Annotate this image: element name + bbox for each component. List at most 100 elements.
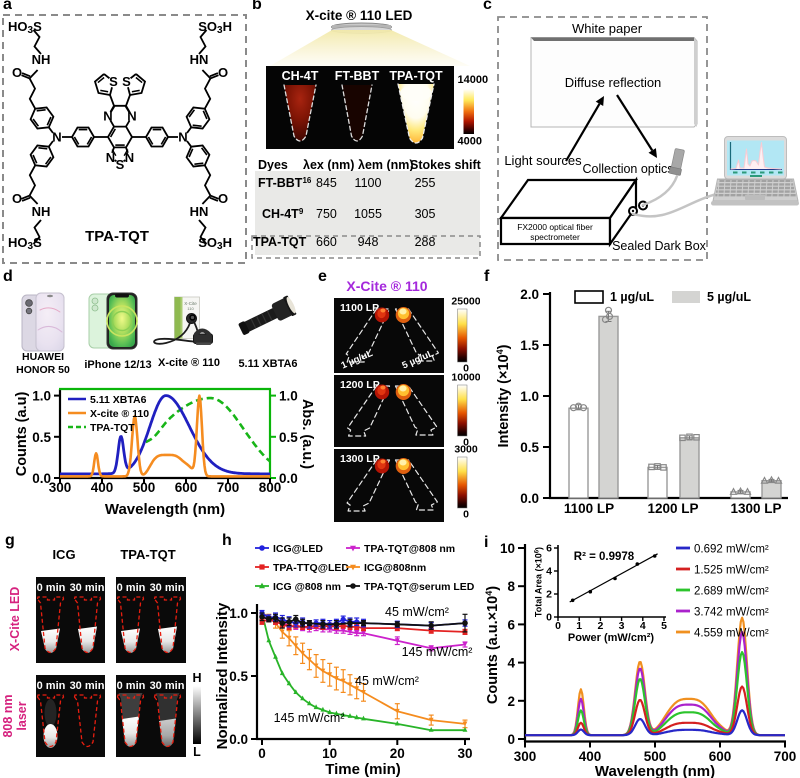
svg-text:400: 400 — [91, 480, 114, 495]
svg-text:HN: HN — [190, 204, 209, 219]
svg-text:TPA-TQT@808 nm: TPA-TQT@808 nm — [364, 543, 455, 555]
svg-text:White paper: White paper — [572, 21, 643, 36]
svg-text:N: N — [52, 130, 61, 145]
svg-text:0: 0 — [463, 437, 469, 449]
svg-text:CH-4T9: CH-4T9 — [262, 207, 304, 221]
svg-text:0.5: 0.5 — [279, 430, 298, 445]
svg-text:4: 4 — [640, 620, 646, 632]
svg-text:30 min: 30 min — [150, 582, 185, 594]
svg-text:3.742 mW/cm²: 3.742 mW/cm² — [694, 607, 769, 619]
svg-text:1.0: 1.0 — [279, 389, 298, 404]
svg-text:10: 10 — [322, 746, 337, 761]
svg-text:Wavelength (nm): Wavelength (nm) — [595, 763, 715, 778]
svg-text:1.0: 1.0 — [229, 606, 248, 621]
svg-text:5: 5 — [661, 620, 667, 632]
svg-text:HONOR 50: HONOR 50 — [16, 364, 70, 376]
svg-text:0 min: 0 min — [37, 582, 66, 594]
svg-text:O: O — [12, 65, 22, 80]
svg-text:S: S — [109, 74, 118, 89]
svg-text:0.5: 0.5 — [520, 440, 539, 455]
svg-text:600: 600 — [175, 480, 198, 495]
svg-text:1300 LP: 1300 LP — [340, 453, 380, 465]
svg-text:Normalized Intensity: Normalized Intensity — [214, 602, 231, 749]
svg-text:8: 8 — [507, 579, 515, 594]
svg-text:N: N — [178, 130, 187, 145]
svg-text:2: 2 — [546, 589, 552, 601]
svg-text:948: 948 — [358, 235, 379, 249]
svg-text:Light sources: Light sources — [504, 153, 582, 168]
svg-text:2.689 mW/cm²: 2.689 mW/cm² — [694, 586, 769, 598]
svg-text:Counts (a.u): Counts (a.u) — [14, 392, 30, 477]
svg-text:TPA-TQT: TPA-TQT — [120, 547, 175, 562]
svg-text:Total Area (×106): Total Area (×106) — [534, 547, 544, 617]
svg-text:1300 LP: 1300 LP — [730, 501, 781, 516]
svg-text:Collection optics: Collection optics — [582, 162, 673, 176]
svg-text:Intensity (×104): Intensity (×104) — [495, 344, 512, 447]
svg-text:SO3H: SO3H — [198, 235, 232, 252]
svg-text:ICG@808nm: ICG@808nm — [364, 562, 426, 574]
svg-text:laser: laser — [15, 701, 29, 730]
svg-text:R² = 0.9978: R² = 0.9978 — [574, 551, 635, 563]
svg-text:TPA-TQT: TPA-TQT — [253, 235, 307, 249]
svg-text:TPA-TQT: TPA-TQT — [389, 69, 443, 83]
svg-text:SO3H: SO3H — [198, 19, 232, 36]
svg-text:FT-BBT16: FT-BBT16 — [258, 176, 312, 190]
svg-text:45 mW/cm²: 45 mW/cm² — [385, 605, 449, 619]
svg-text:NH: NH — [32, 204, 51, 219]
svg-text:1.525 mW/cm²: 1.525 mW/cm² — [694, 565, 769, 577]
svg-text:Dyes: Dyes — [258, 158, 288, 172]
svg-text:TPA-TQT: TPA-TQT — [90, 422, 135, 434]
svg-text:145 mW/cm²: 145 mW/cm² — [402, 645, 473, 659]
svg-text:20: 20 — [390, 746, 405, 761]
svg-text:Counts (a.u.×104): Counts (a.u.×104) — [484, 586, 501, 704]
svg-text:255: 255 — [415, 176, 436, 190]
svg-text:600: 600 — [709, 749, 732, 764]
svg-text:0 min: 0 min — [117, 582, 146, 594]
svg-text:CH-4T: CH-4T — [282, 69, 319, 83]
svg-text:NH: NH — [32, 52, 51, 67]
svg-text:110: 110 — [187, 306, 194, 311]
svg-text:660: 660 — [316, 235, 337, 249]
svg-text:0.5: 0.5 — [229, 669, 248, 684]
svg-text:6: 6 — [507, 617, 515, 632]
svg-text:700: 700 — [774, 749, 797, 764]
svg-text:0 min: 0 min — [117, 680, 146, 692]
svg-text:Wavelength (nm): Wavelength (nm) — [105, 501, 225, 518]
svg-text:N: N — [103, 109, 112, 124]
svg-text:X-Cite ® 110: X-Cite ® 110 — [346, 278, 427, 294]
svg-text:1100: 1100 — [355, 176, 382, 190]
svg-text:30 min: 30 min — [70, 680, 105, 692]
svg-text:30 min: 30 min — [150, 680, 185, 692]
svg-text:N: N — [125, 150, 134, 165]
svg-text:0.5: 0.5 — [32, 430, 51, 445]
svg-text:1200 LP: 1200 LP — [647, 501, 698, 516]
svg-text:λem (nm): λem (nm) — [358, 158, 414, 172]
svg-text:10000: 10000 — [451, 372, 480, 384]
svg-text:Time (min): Time (min) — [325, 761, 401, 778]
svg-text:Diffuse reflection: Diffuse reflection — [565, 75, 662, 90]
svg-text:0.0: 0.0 — [520, 491, 539, 506]
svg-text:145 mW/cm²: 145 mW/cm² — [274, 711, 345, 725]
svg-text:Power (mW/cm²): Power (mW/cm²) — [568, 632, 655, 644]
svg-text:0: 0 — [546, 612, 552, 624]
svg-text:HO3S: HO3S — [8, 235, 42, 252]
svg-text:400: 400 — [579, 749, 602, 764]
svg-text:X-cite ® 110: X-cite ® 110 — [158, 357, 220, 369]
svg-text:288: 288 — [415, 235, 436, 249]
svg-text:14000: 14000 — [458, 74, 489, 86]
svg-text:ICG@LED: ICG@LED — [273, 543, 323, 555]
svg-text:spectrometer: spectrometer — [530, 232, 580, 242]
svg-text:845: 845 — [316, 176, 337, 190]
svg-text:5.11 XBTA6: 5.11 XBTA6 — [90, 394, 147, 406]
svg-text:3: 3 — [619, 620, 625, 632]
svg-text:10: 10 — [500, 541, 515, 556]
svg-text:25000: 25000 — [451, 296, 480, 308]
svg-text:HN: HN — [190, 52, 209, 67]
svg-text:3000: 3000 — [454, 444, 478, 456]
svg-text:X-Cite LED: X-Cite LED — [8, 587, 22, 652]
svg-text:O: O — [218, 65, 228, 80]
svg-text:5.11 XBTA6: 5.11 XBTA6 — [238, 358, 297, 370]
svg-text:N: N — [127, 109, 136, 124]
svg-text:1100 LP: 1100 LP — [564, 501, 614, 516]
svg-text:0.0: 0.0 — [32, 471, 51, 486]
